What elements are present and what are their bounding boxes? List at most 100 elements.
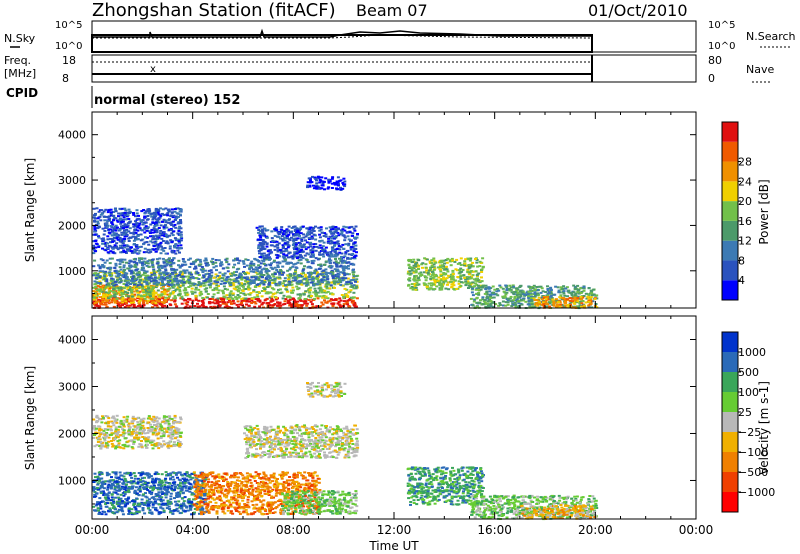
power-echo-cell: [259, 249, 263, 252]
power-echo-cell: [195, 259, 199, 262]
power-echo-cell: [124, 298, 128, 301]
power-echo-cell: [207, 269, 211, 272]
power-echo-cell: [235, 279, 239, 282]
power-colorbar-tick-label: 8: [738, 254, 745, 267]
power-echo-cell: [177, 264, 180, 267]
power-colorbar-tick-label: 28: [738, 156, 752, 169]
power-echo-cell: [329, 284, 333, 287]
power-echo-cell: [408, 259, 412, 262]
power-echo-cell: [287, 278, 290, 281]
power-echo-cell: [430, 270, 434, 273]
power-echo-cell: [157, 227, 161, 229]
power-echo-cell: [141, 278, 144, 281]
power-echo-cell: [258, 234, 262, 237]
power-echo-cell: [292, 299, 296, 302]
velocity-echo-cell: [183, 480, 187, 483]
power-echo-cell: [335, 187, 338, 190]
power-echo-cell: [407, 284, 410, 287]
power-echo-cell: [130, 288, 134, 291]
power-echo-cell: [439, 282, 443, 285]
power-echo-cell: [353, 241, 357, 244]
power-echo-cell: [450, 286, 454, 289]
power-echo-cell: [505, 291, 509, 294]
power-echo-cell: [417, 268, 420, 270]
power-echo-cell: [145, 264, 149, 267]
power-echo-cell: [147, 212, 151, 215]
power-echo-cell: [235, 286, 239, 289]
power-echo-cell: [161, 283, 165, 285]
power-echo-cell: [309, 249, 313, 252]
power-echo-cell: [224, 303, 228, 306]
power-echo-cell: [249, 281, 253, 284]
power-echo-cell: [309, 255, 313, 258]
power-echo-cell: [489, 295, 492, 298]
power-echo-cell: [108, 271, 112, 274]
power-echo-cell: [231, 282, 235, 285]
power-echo-cell: [289, 256, 293, 259]
power-echo-cell: [143, 297, 147, 300]
power-echo-cell: [161, 247, 165, 250]
power-echo-cell: [132, 225, 136, 228]
power-echo-cell: [541, 290, 545, 293]
power-echo-cell: [149, 275, 153, 278]
power-echo-cell: [349, 285, 353, 288]
power-echo-cell: [408, 270, 412, 273]
power-echo-cell: [142, 251, 146, 254]
power-echo-cell: [135, 287, 139, 290]
power-echo-cell: [208, 278, 212, 281]
power-echo-cell: [97, 264, 101, 267]
power-echo-cell: [297, 247, 301, 250]
power-echo-cell: [545, 296, 549, 299]
power-echo-cell: [351, 232, 355, 235]
power-echo-cell: [451, 281, 455, 284]
power-echo-cell: [97, 235, 100, 238]
power-echo-cell: [184, 299, 188, 302]
power-echo-cell: [166, 214, 170, 217]
power-echo-cell: [269, 257, 272, 260]
power-echo-cell: [136, 233, 140, 236]
power-echo-cell: [150, 212, 154, 215]
power-echo-cell: [120, 289, 124, 292]
power-echo-cell: [311, 237, 315, 240]
power-echo-cell: [579, 305, 583, 308]
power-echo-cell: [229, 281, 233, 284]
power-echo-cell: [217, 259, 221, 262]
power-echo-cell: [121, 212, 125, 215]
power-echo-cell: [540, 296, 544, 299]
power-echo-cell: [299, 232, 303, 235]
power-echo-cell: [117, 270, 121, 273]
power-echo-cell: [507, 288, 511, 291]
power-echo-cell: [316, 175, 320, 178]
power-echo-cell: [307, 246, 311, 249]
power-echo-cell: [206, 293, 210, 295]
power-echo-cell: [297, 297, 301, 300]
power-echo-cell: [266, 286, 270, 288]
power-echo-cell: [132, 223, 136, 226]
power-echo-cell: [310, 281, 313, 284]
power-echo-cell: [173, 223, 177, 226]
power-echo-cell: [169, 265, 173, 268]
power-echo-cell: [151, 221, 155, 224]
power-colorbar-tick-label: 4: [738, 274, 745, 287]
power-echo-cell: [119, 278, 122, 281]
power-echo-cell: [412, 271, 416, 274]
power-echo-cell: [311, 249, 315, 252]
power-echo-cell: [93, 250, 97, 253]
power-echo-cell: [153, 273, 157, 276]
power-echo-cell: [263, 257, 267, 259]
power-echo-cell: [312, 259, 316, 262]
power-echo-cell: [431, 273, 435, 276]
power-echo-cell: [283, 254, 287, 257]
power-echo-cell: [175, 283, 179, 286]
power-echo-cell: [550, 294, 553, 297]
power-echo-cell: [171, 259, 174, 261]
power-echo-cell: [432, 266, 436, 269]
power-echo-cell: [505, 288, 509, 290]
power-echo-cell: [99, 288, 102, 291]
power-echo-cell: [131, 277, 134, 280]
power-echo-cell: [322, 235, 326, 237]
power-echo-cell: [106, 216, 110, 219]
power-echo-cell: [132, 232, 136, 235]
power-echo-cell: [127, 289, 131, 291]
power-echo-cell: [305, 259, 309, 261]
